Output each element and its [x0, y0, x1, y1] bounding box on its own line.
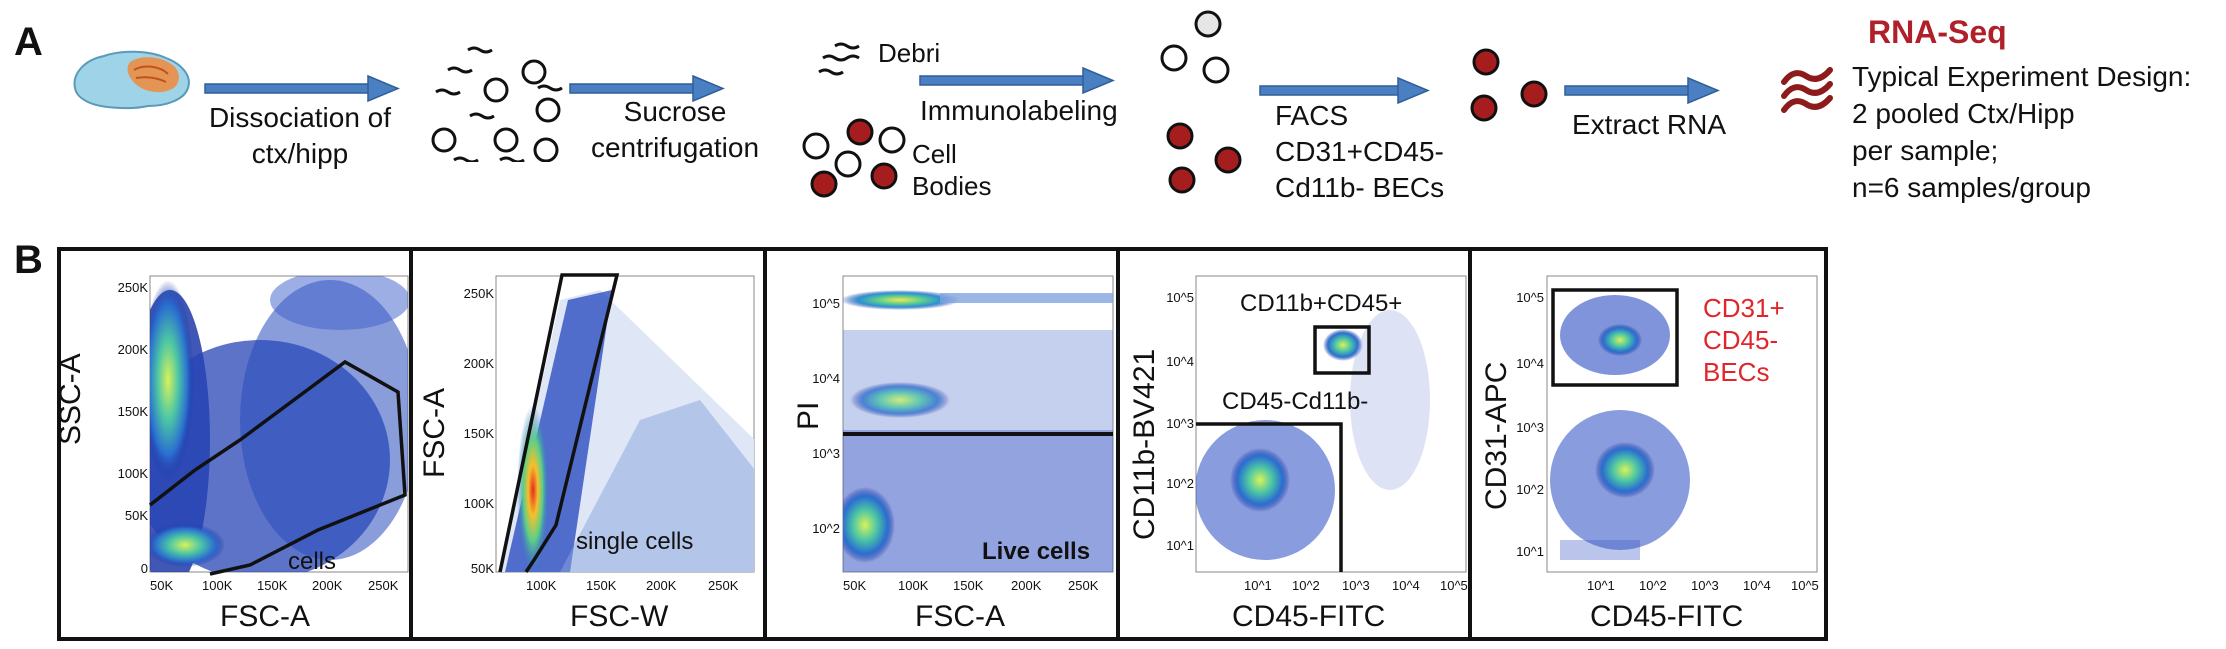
plot-cd11b-area [1195, 275, 1467, 573]
brain-icon [73, 50, 190, 110]
plot4-gate-label-2: CD45-Cd11b- [1222, 388, 1369, 415]
singlets-gate [498, 273, 620, 573]
debris-icon [818, 42, 860, 76]
panel-b-frame [57, 247, 1828, 641]
arrow-icon [919, 66, 1115, 95]
cell-bodies-label: Cell Bodies [912, 139, 992, 201]
plot5-ylabel: CD31-APC [1480, 361, 1513, 510]
plot5-yticks: 10^5 10^4 10^3 10^2 10^1 [1516, 290, 1544, 559]
plot-live-area [842, 275, 1114, 573]
plot5-xlabel: CD45-FITC [1590, 600, 1744, 633]
step-immunolabeling: Immunolabeling [920, 95, 1118, 126]
plot4-gate-label-1: CD11b+CD45+ [1240, 290, 1403, 317]
plot4-ylabel: CD11b-BV421 [1128, 348, 1161, 540]
plot4-yticks: 10^5 10^4 10^3 10^2 10^1 [1166, 290, 1194, 553]
plot-scatter-area [148, 275, 409, 576]
sorted-becs-icon [1470, 48, 1548, 122]
cells-gate [148, 359, 407, 576]
arrow-icon [204, 74, 400, 103]
plot3-gate-label: Live cells [982, 538, 1091, 565]
step-facs: FACS CD31+CD45- Cd11b- BECs [1275, 100, 1445, 203]
cd11b-cd45-pos-gate [1313, 325, 1371, 375]
experiment-design: Typical Experiment Design: 2 pooled Ctx/… [1852, 61, 2192, 203]
rna-seq-title: RNA-Seq [1868, 14, 2007, 50]
plot3-xticks: 50K 100K 150K 200K 250K [843, 578, 1099, 593]
plot1-gate-label: cells [288, 548, 337, 575]
panel-a-letter: A [14, 20, 43, 64]
plot1-ylabel: SSC-A [54, 353, 87, 445]
plot2-ylabel: FSC-A [418, 388, 451, 478]
arrow-icon [569, 74, 725, 103]
plot2-xticks: 100K 150K 200K 250K [526, 578, 739, 593]
plot5-xticks: 10^1 10^2 10^3 10^4 10^5 [1587, 578, 1819, 593]
arrow-icon [1564, 76, 1720, 105]
debri-label: Debri [878, 38, 941, 68]
plot1-xticks: 50K 100K 150K 200K 250K [150, 578, 399, 593]
plot4-xlabel: CD45-FITC [1232, 600, 1386, 633]
step-extract-rna: Extract RNA [1572, 109, 1727, 140]
flow-arrows [204, 66, 1720, 105]
plot1-yticks: 250K 200K 150K 100K 50K 0 [117, 280, 148, 576]
labeled-cells-icon [1160, 10, 1242, 194]
rna-icon [1781, 67, 1833, 113]
bec-gate [1551, 288, 1679, 387]
plot2-gate-label: single cells [576, 528, 694, 555]
dissociated-cells-icon [431, 46, 563, 162]
plot1-xlabel: FSC-A [220, 600, 310, 633]
plot5-gate-label: CD31+ CD45- BECs [1703, 293, 1785, 387]
plot2-yticks: 250K 200K 150K 100K 50K [463, 286, 494, 576]
plot3-xlabel: FSC-A [915, 600, 1005, 633]
plot2-xlabel: FSC-W [570, 600, 669, 633]
plot-singlets-area [495, 273, 755, 573]
cell-bodies-icon [802, 118, 906, 198]
arrow-icon [1259, 76, 1430, 105]
plot3-yticks: 10^5 10^4 10^3 10^2 [812, 296, 840, 536]
plot4-xticks: 10^1 10^2 10^3 10^4 10^5 [1244, 578, 1468, 593]
step-dissociation: Dissociation of ctx/hipp [208, 102, 392, 169]
cd45-cd11b-neg-gate [1196, 422, 1343, 572]
step-sucrose: Sucrose centrifugation [590, 96, 760, 163]
plot-cd31-area [1546, 275, 1818, 573]
panel-b-letter: B [14, 238, 43, 282]
